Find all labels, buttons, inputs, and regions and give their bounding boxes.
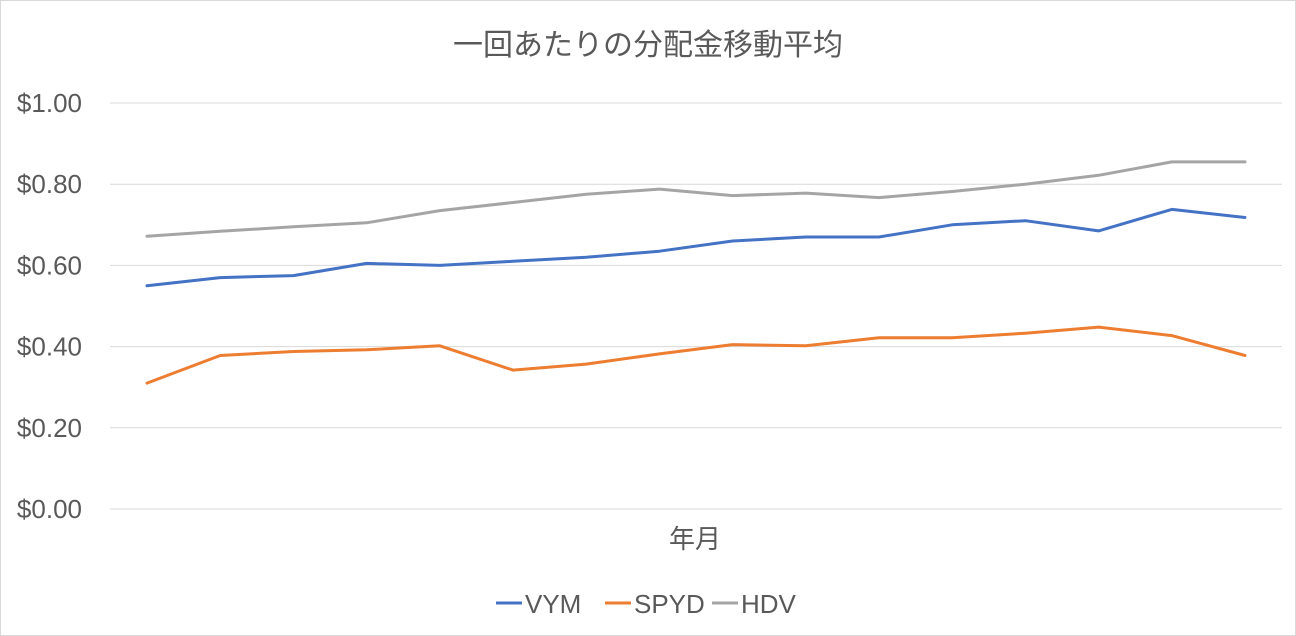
legend: VYM SPYD HDV <box>496 589 797 619</box>
series-lines <box>145 160 1247 385</box>
series-line-spyd <box>145 325 1247 385</box>
chart-title: 一回あたりの分配金移動平均 <box>453 28 843 63</box>
y-tick-label: $0.40 <box>17 332 82 362</box>
y-tick-label: $0.60 <box>17 250 82 280</box>
x-axis-title: 年月 <box>669 525 721 555</box>
y-tick-label: $0.20 <box>17 413 82 443</box>
gridlines <box>110 102 1282 510</box>
y-tick-label: $1.00 <box>17 88 82 118</box>
legend-label-hdv: HDV <box>741 589 797 619</box>
y-axis-ticks: $0.00 $0.20 $0.40 $0.60 $0.80 $1.00 <box>17 88 82 524</box>
series-line-hdv <box>145 160 1247 238</box>
y-tick-label: $0.80 <box>17 169 82 199</box>
y-tick-label: $0.00 <box>17 494 82 524</box>
series-line-vym <box>145 207 1247 288</box>
legend-label-spyd: SPYD <box>634 589 705 619</box>
legend-label-vym: VYM <box>525 589 581 619</box>
